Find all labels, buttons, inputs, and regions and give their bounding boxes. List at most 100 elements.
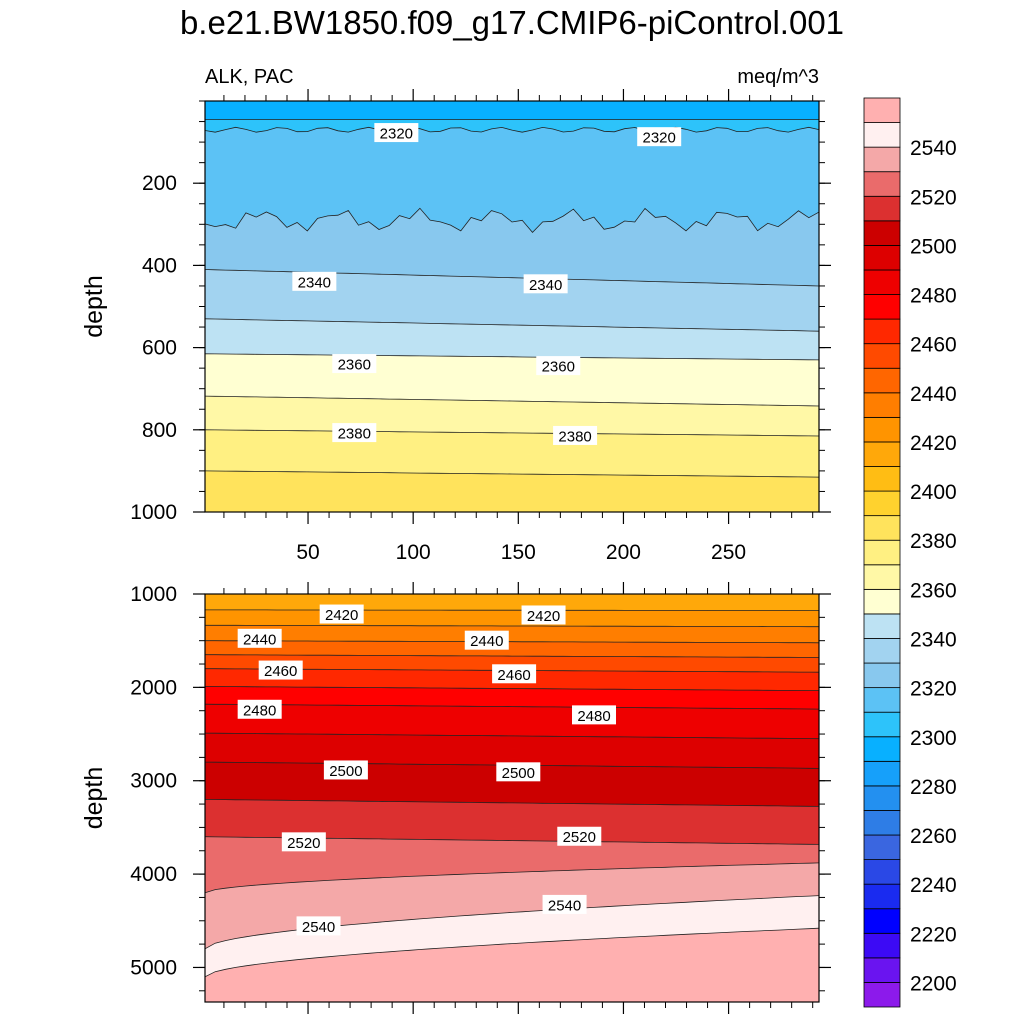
colorbar-label: 2240	[910, 874, 957, 897]
contour-label-bg	[521, 605, 566, 625]
contour-label: 2440	[237, 628, 282, 648]
colorbar-box	[863, 982, 901, 1008]
contour-label-bg	[319, 604, 364, 624]
contour-label: 2480	[237, 699, 282, 719]
contour-line	[205, 470, 819, 478]
colorbar-box	[863, 245, 901, 271]
colorbar-box	[863, 343, 901, 369]
colorbar-box	[863, 367, 901, 394]
contour-label: 2520	[557, 826, 602, 846]
panel-lower: 2420 2420 2440 2440 2460 2460 2480 2480 2500 2500…	[80, 582, 831, 1014]
colorbar-box	[863, 294, 901, 320]
colorbar-box	[863, 97, 901, 123]
colorbar: 2200 2220 2240 2260 2280 2300 2320 2340 2360 2380…	[863, 97, 957, 1008]
y-tick-label: 400	[142, 254, 177, 277]
contour-label-bg	[323, 760, 368, 780]
colorbar-box	[863, 908, 901, 934]
contour-label-bg	[542, 894, 587, 914]
colorbar-box	[863, 318, 901, 345]
colorbar-box	[863, 441, 901, 467]
x-tick-label: 200	[606, 541, 641, 564]
contour-label: 2520	[281, 832, 326, 852]
colorbar-box	[863, 416, 901, 443]
colorbar-box	[863, 588, 901, 615]
contour-label-text: 2440	[470, 633, 503, 650]
contour-label-text: 2460	[264, 663, 297, 680]
contour-line	[205, 686, 819, 691]
colorbar-label: 2480	[910, 285, 957, 308]
colorbar-box	[863, 687, 901, 713]
y-axis-label: depth	[80, 767, 108, 830]
contour-line	[205, 353, 819, 361]
contour-label-bg	[496, 762, 541, 782]
contour-label: 2420	[521, 605, 566, 625]
contour-label-text: 2360	[542, 359, 575, 376]
colorbar-box	[863, 220, 901, 246]
contour-label-text: 2440	[243, 631, 276, 648]
colorbar-label: 2380	[910, 530, 957, 553]
y-tick-label: 2000	[130, 676, 177, 699]
colorbar-box	[863, 957, 901, 983]
colorbar-label: 2440	[910, 383, 957, 406]
contour-label: 2320	[637, 127, 682, 147]
contour-label-text: 2480	[243, 702, 276, 719]
colorbar-label: 2460	[910, 334, 957, 357]
colorbar-box	[863, 269, 901, 295]
colorbar-box	[863, 392, 901, 418]
colorbar-box	[863, 195, 901, 222]
contour-label-bg	[258, 660, 303, 680]
y-tick-label: 200	[142, 172, 177, 195]
contour-band	[205, 470, 819, 512]
contour-label-text: 2540	[302, 919, 335, 936]
colorbar-box	[863, 539, 901, 566]
contour-label-bg	[492, 664, 537, 684]
figure-title: b.e21.BW1850.f09_g17.CMIP6-piControl.001	[179, 4, 845, 41]
y-tick-label: 3000	[130, 770, 177, 793]
colorbar-box	[863, 490, 901, 517]
x-tick-label: 250	[711, 541, 746, 564]
contour-label-bg	[292, 271, 337, 291]
contour-label: 2340	[292, 271, 337, 291]
contour-label-bg	[536, 356, 581, 376]
contour-label-text: 2380	[558, 428, 591, 445]
colorbar-label: 2520	[910, 186, 957, 209]
contour-line	[205, 654, 819, 658]
contour-label-bg	[572, 705, 617, 725]
right-string: meq/m^3	[737, 66, 819, 88]
contour-label: 2340	[523, 274, 568, 294]
contour-label: 2540	[296, 916, 341, 936]
contour-label-text: 2360	[338, 357, 371, 374]
contour-label-text: 2320	[380, 126, 413, 143]
contour-label-bg	[523, 274, 568, 294]
contour-label-bg	[374, 123, 419, 143]
contour-line	[205, 318, 819, 332]
colorbar-label: 2220	[910, 923, 957, 946]
contour-label-bg	[464, 630, 509, 650]
contour-label-text: 2500	[502, 765, 535, 782]
contour-label: 2500	[323, 760, 368, 780]
colorbar-box	[863, 466, 901, 492]
panel-upper: 2320 2320 2340 2340 2360 2360 2380 2380 200 400 60…	[80, 89, 831, 564]
colorbar-box	[863, 711, 901, 738]
contour-label-text: 2540	[548, 897, 581, 914]
y-tick-label: 1000	[130, 583, 177, 606]
colorbar-label: 2300	[910, 727, 957, 750]
contour-label: 2380	[332, 423, 377, 443]
contour-label: 2500	[496, 762, 541, 782]
colorbar-box	[863, 785, 901, 811]
contour-line	[205, 927, 819, 978]
contour-line	[205, 703, 819, 710]
contour-label-text: 2480	[577, 708, 610, 725]
colorbar-box	[863, 883, 901, 910]
contour-label-bg	[637, 127, 682, 147]
contour-line	[205, 207, 819, 233]
contour-label-text: 2380	[338, 426, 371, 443]
contour-label-text: 2520	[287, 835, 320, 852]
contour-line	[205, 862, 819, 894]
contour-line	[205, 126, 819, 133]
panel-plot-area: 2420 2420 2440 2440 2460 2460 2480 2480 2500 2500…	[205, 594, 819, 1002]
x-tick-label: 150	[501, 541, 536, 564]
contour-line	[205, 609, 819, 611]
contour-label: 2460	[492, 664, 537, 684]
colorbar-label: 2320	[910, 678, 957, 701]
